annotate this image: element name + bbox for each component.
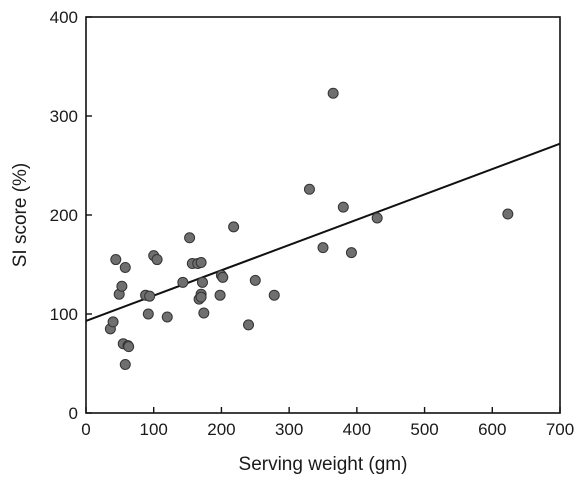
x-tick-label: 600 — [478, 420, 506, 439]
y-axis-title: SI score (%) — [10, 163, 31, 268]
data-point — [317, 242, 329, 254]
data-point — [195, 257, 207, 269]
data-point — [196, 276, 208, 288]
axis-ticks — [85, 16, 561, 414]
data-point — [151, 254, 163, 266]
data-point — [228, 221, 240, 233]
x-tick-label: 0 — [81, 420, 90, 439]
x-tick-label: 400 — [343, 420, 371, 439]
data-point — [177, 276, 189, 288]
data-point — [119, 358, 131, 370]
y-tick-label: 0 — [69, 404, 78, 423]
plot-frame — [85, 16, 561, 414]
data-point — [303, 183, 315, 195]
data-point — [161, 311, 173, 323]
data-point — [123, 341, 135, 353]
x-tick-label: 500 — [410, 420, 438, 439]
data-point — [142, 308, 154, 320]
data-points — [104, 87, 514, 370]
data-point — [184, 232, 196, 244]
data-point — [119, 261, 131, 273]
data-point — [144, 290, 156, 302]
regression-line — [85, 142, 561, 322]
data-point — [502, 208, 514, 220]
data-point — [195, 291, 207, 303]
data-point — [217, 271, 229, 283]
regression-line-group — [85, 142, 561, 322]
data-point — [107, 316, 119, 328]
data-point — [268, 289, 280, 301]
data-point — [327, 87, 339, 99]
data-point — [249, 274, 261, 286]
x-axis-title: Serving weight (gm) — [239, 454, 408, 475]
data-point — [198, 307, 210, 319]
tick-labels: 0 100 200 300 400 500 600 700 0 100 200 300 400 — [50, 8, 575, 439]
y-tick-label: 300 — [50, 107, 78, 126]
data-point — [371, 212, 383, 224]
data-point — [243, 319, 255, 331]
data-point — [214, 289, 226, 301]
x-tick-label: 700 — [546, 420, 574, 439]
x-tick-label: 100 — [140, 420, 168, 439]
y-tick-label: 200 — [50, 206, 78, 225]
x-tick-label: 200 — [207, 420, 235, 439]
y-tick-label: 100 — [50, 305, 78, 324]
data-point — [345, 247, 357, 259]
y-tick-label: 400 — [50, 8, 78, 27]
data-point — [337, 201, 349, 213]
x-tick-label: 300 — [275, 420, 303, 439]
data-point — [116, 280, 128, 292]
data-point — [110, 254, 122, 266]
